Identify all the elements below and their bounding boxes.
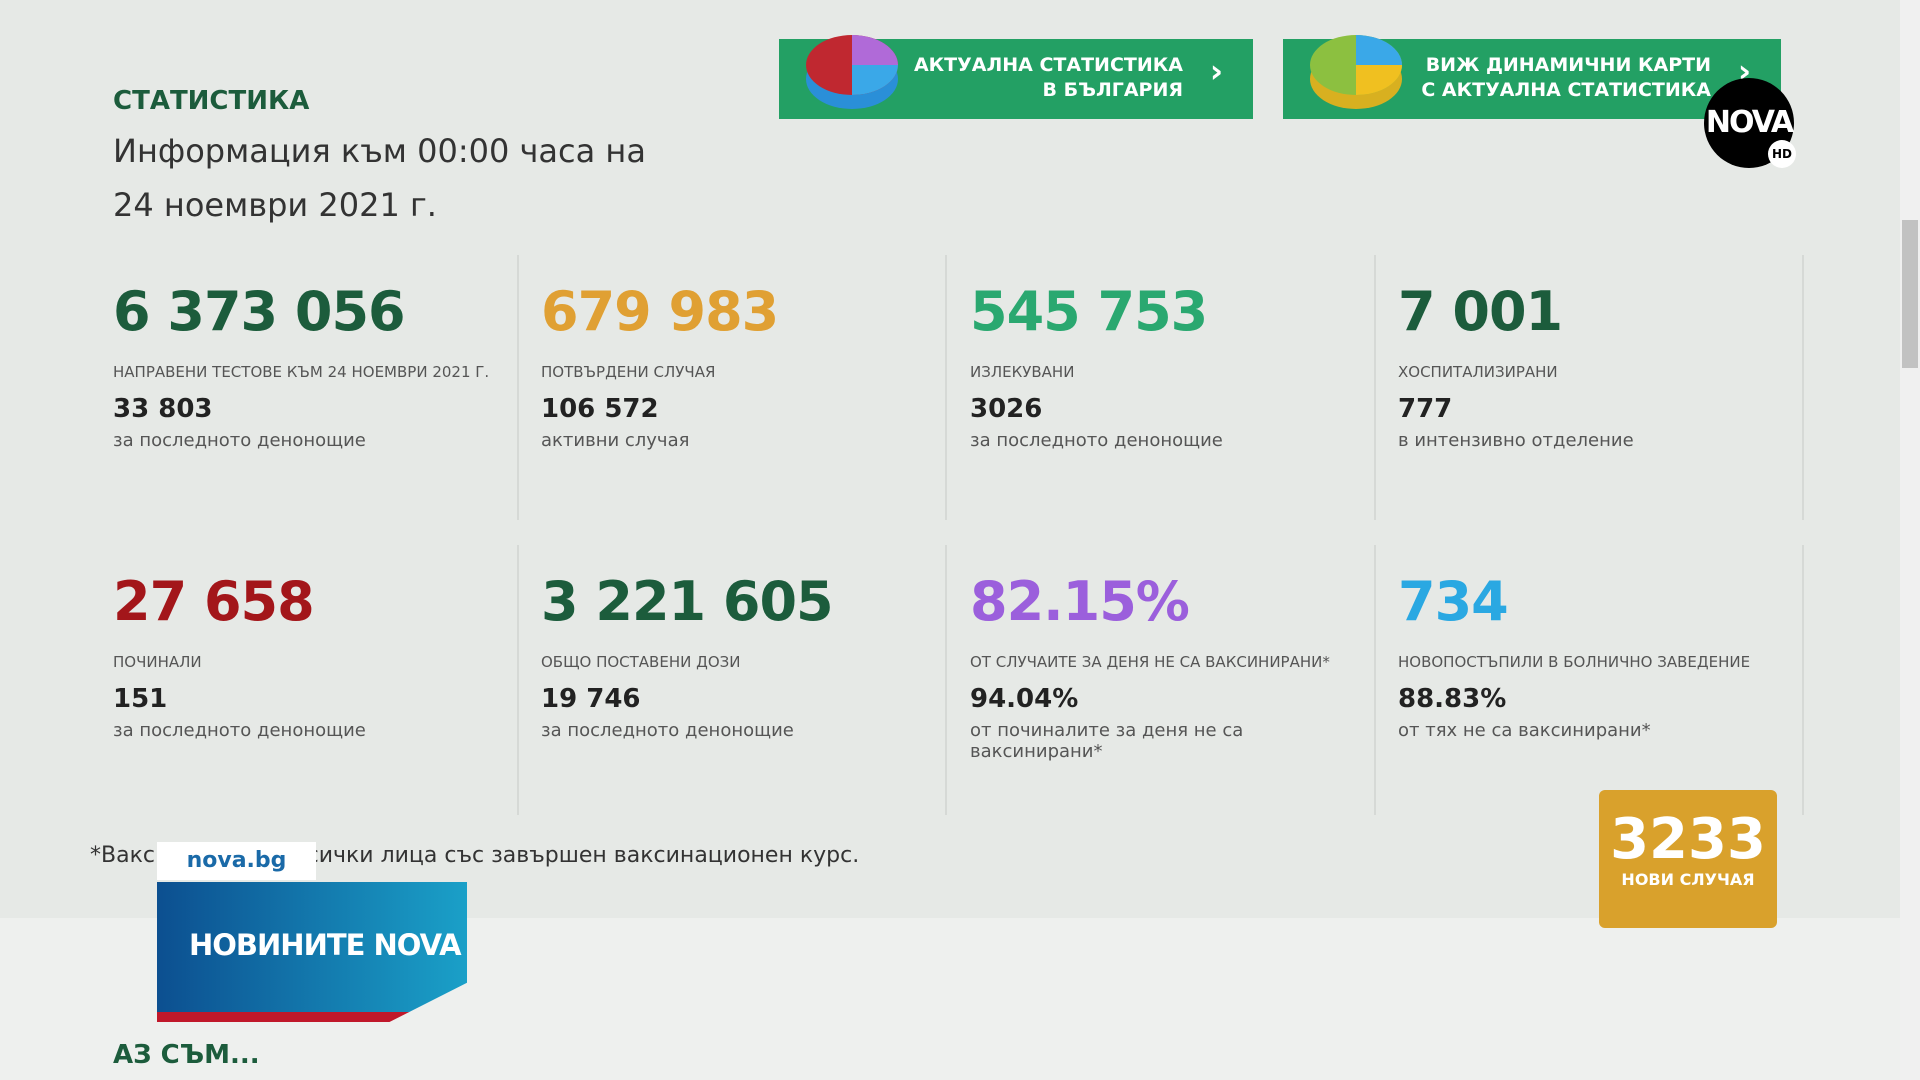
pie-icon: [806, 35, 898, 109]
stat-label: НОВОПОСТЪПИЛИ В БОЛНИЧНО ЗАВЕДЕНИЕ: [1398, 653, 1751, 671]
stat-label: ПОТВЪРДЕНИ СЛУЧАЯ: [541, 363, 716, 381]
stat-cell: 734 НОВОПОСТЪПИЛИ В БОЛНИЧНО ЗАВЕДЕНИЕ 88.…: [1398, 562, 1778, 741]
pie-icon: [1310, 35, 1402, 109]
new-cases: 3233: [1610, 807, 1766, 872]
divider: [1374, 545, 1376, 815]
stat-sub-value: 19 746: [541, 684, 641, 714]
stat-label: ОТ СЛУЧАИТЕ ЗА ДЕНЯ НЕ СА ВАКСИНИРАНИ*: [970, 653, 1330, 671]
divider: [1802, 255, 1804, 520]
info-line: Информация към 00:00 часа на: [113, 132, 646, 170]
stat-value: 545 753: [970, 280, 1208, 343]
new-cases-label: НОВИ СЛУЧАЯ: [1621, 870, 1755, 889]
stat-sub-label: активни случая: [541, 430, 690, 451]
stat-value: 679 983: [541, 280, 779, 343]
button-line: С АКТУАЛНА СТАТИСТИКА: [1421, 79, 1711, 101]
stat-sub-label: за последното денонощие: [541, 720, 794, 741]
divider: [945, 255, 947, 520]
scroll-thumb[interactable]: [1902, 220, 1918, 368]
stat-sub-label: от починалите за деня не са ваксинирани*: [970, 720, 1244, 762]
stat-sub-value: 94.04%: [970, 684, 1079, 714]
divider: [517, 545, 519, 815]
info-line: 24 ноември 2021 г.: [113, 186, 437, 224]
info: Информация към 00:00 часа на 24 ноември 2…: [113, 124, 646, 232]
stat-value: 82.15%: [970, 570, 1190, 633]
button-line: АКТУАЛНА СТАТИСТИКА: [913, 54, 1183, 76]
logo-text: NOVA: [1705, 105, 1794, 140]
divider: [1374, 255, 1376, 520]
stat-label: ХОСПИТАЛИЗИРАНИ: [1398, 363, 1558, 381]
stat-sub-label: в интензивно отделение: [1398, 430, 1634, 451]
stat-cell: 679 983 ПОТВЪРДЕНИ СЛУЧАЯ 106 572 активни с…: [541, 272, 921, 451]
button-line: ВИЖ ДИНАМИЧНИ КАРТИ: [1425, 54, 1711, 76]
stat-label: ПОЧИНАЛИ: [113, 653, 202, 671]
stats-button[interactable]: АКТУАЛНА СТАТИСТИКА В БЪЛГАРИЯ ›: [779, 35, 1253, 119]
stat-label: ОБЩО ПОСТАВЕНИ ДОЗИ: [541, 653, 741, 671]
stat-cell: 545 753 ИЗЛЕКУВАНИ 3026 за последното денон…: [970, 272, 1350, 451]
section-label: СТАТИСТИКА: [113, 86, 310, 116]
stat-label: НАПРАВЕНИ ТЕСТОВЕ КЪМ 24 НОЕМВРИ 2021 Г.: [113, 363, 490, 381]
stat-sub-value: 777: [1398, 394, 1453, 424]
new-cases-box: 3233 НОВИ СЛУЧАЯ: [1599, 790, 1777, 928]
stat-value: 6 373 056: [113, 280, 406, 343]
logo: NOVA HD: [1704, 78, 1796, 168]
stat-value: 3 221 605: [541, 570, 834, 633]
stat-sub-value: 3026: [970, 394, 1043, 424]
stat-value: 7 001: [1398, 280, 1563, 343]
section-heading: АЗ СЪМ...: [113, 1040, 260, 1070]
stat-value: 734: [1398, 570, 1509, 633]
stat-sub-value: 106 572: [541, 394, 659, 424]
stat-label: ИЗЛЕКУВАНИ: [970, 363, 1075, 381]
stat-sub-label: за последното денонощие: [970, 430, 1223, 451]
maps-button[interactable]: ВИЖ ДИНАМИЧНИ КАРТИ С АКТУАЛНА СТАТИСТИКА…: [1283, 35, 1781, 119]
stat-sub-value: 88.83%: [1398, 684, 1507, 714]
stat-cell: 3 221 605 ОБЩО ПОСТАВЕНИ ДОЗИ 19 746 за пос…: [541, 562, 921, 741]
chevron: ›: [1209, 52, 1223, 90]
stat-cell: 27 658 ПОЧИНАЛИ 151 за последното денонощие: [113, 562, 493, 741]
show-logo: НОВИНИТЕ NOVA: [157, 882, 467, 1022]
button-line: В БЪЛГАРИЯ: [1042, 79, 1183, 101]
stat-cell: 7 001 ХОСПИТАЛИЗИРАНИ 777 в интензивно отде…: [1398, 272, 1778, 451]
divider: [945, 545, 947, 815]
divider: [1802, 545, 1804, 815]
scrollbar[interactable]: [1900, 0, 1920, 1080]
site-tag: nova.bg: [157, 842, 316, 880]
stat-sub-value: 151: [113, 684, 168, 714]
stat-cell: 6 373 056 НАПРАВЕНИ ТЕСТОВЕ КЪМ 24 НОЕМВР…: [113, 272, 493, 451]
divider: [517, 255, 519, 520]
stat-sub-label: за последното денонощие: [113, 430, 366, 451]
stat-cell: 82.15% ОТ СЛУЧАИТЕ ЗА ДЕНЯ НЕ СА ВАКСИНИР…: [970, 562, 1350, 762]
logo-badge: HD: [1768, 140, 1796, 168]
stat-value: 27 658: [113, 570, 315, 633]
stat-sub-label: за последното денонощие: [113, 720, 366, 741]
stat-sub-value: 33 803: [113, 394, 213, 424]
stat-sub-label: от тях не са ваксинирани*: [1398, 720, 1651, 741]
